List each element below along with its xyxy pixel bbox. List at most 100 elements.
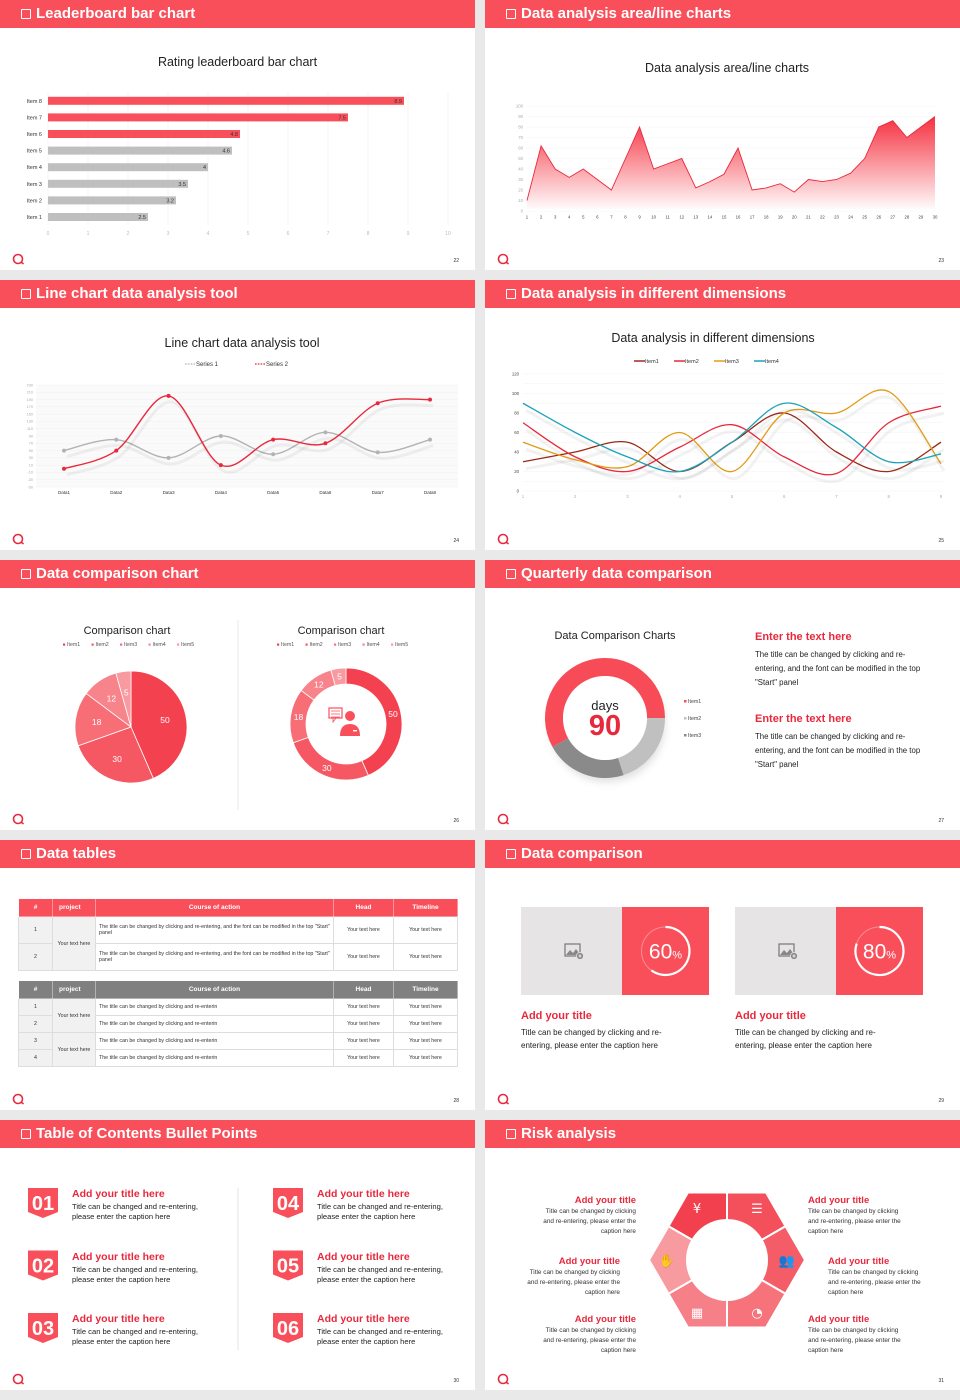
toc-title[interactable]: Add your title here: [317, 1313, 410, 1325]
y-tick-label: 210: [27, 391, 33, 395]
card-body: Title can be changed by clicking and re-…: [521, 1028, 662, 1050]
legend-item[interactable]: Item2: [91, 642, 109, 648]
slide-canvas: Data analysis area/line charts 0 10 20 30 40 5…: [497, 61, 938, 265]
checkbox-square-icon: [506, 9, 516, 19]
bar: [48, 113, 348, 122]
x-tick-label: 1: [526, 215, 529, 220]
page-number: 27: [938, 818, 944, 824]
image-placeholder[interactable]: [735, 907, 836, 995]
pie-slice[interactable]: [74, 692, 132, 747]
series-line: [522, 402, 942, 473]
column-header: Head: [333, 898, 394, 917]
slide-title: Data analysis area/line charts: [521, 5, 732, 22]
x-tick-label: 9: [407, 231, 410, 237]
data-table: # project Course of action Head Timeline 1 You…: [18, 898, 458, 971]
action-cell: The title can be changed by clicking and…: [95, 998, 334, 1016]
bar: [48, 130, 240, 138]
legend-label: Series 1: [196, 362, 219, 368]
checkbox-square-icon: [21, 289, 31, 299]
slide-30: 01 02 03 04 05 06 Table of Contents Bullet Poi…: [0, 1120, 475, 1390]
x-tick-label: 5: [731, 494, 734, 499]
legend-item[interactable]: Item5: [177, 642, 194, 648]
y-tick-label: 100: [512, 391, 520, 396]
x-tick-label: 2: [540, 215, 543, 220]
donut-slice[interactable]: [617, 718, 665, 776]
x-tick-label: 8: [367, 231, 370, 237]
y-tick-label: 70: [29, 442, 33, 446]
pie-slice[interactable]: [77, 726, 154, 784]
y-tick-label: 10: [29, 463, 33, 467]
image-placeholder[interactable]: [521, 907, 622, 995]
data-point: [218, 434, 223, 438]
data-label: 50: [388, 709, 398, 719]
legend-swatch: [362, 643, 365, 646]
pie-slice[interactable]: [130, 670, 188, 779]
slide-23: Data analysis area/line charts 0 10 20 30 40 5…: [485, 0, 960, 270]
toc-title[interactable]: Add your title here: [317, 1250, 410, 1263]
legend-item[interactable]: Item1: [63, 642, 80, 648]
head-cell: Your text here: [333, 1049, 394, 1067]
toc-title[interactable]: Add your title here: [72, 1250, 165, 1263]
donut-slice[interactable]: [552, 738, 624, 778]
legend-item[interactable]: Item4: [362, 642, 380, 648]
legend-item[interactable]: Item2: [305, 642, 323, 648]
column-header: Timeline: [393, 980, 458, 999]
legend-item[interactable]: Series 1: [185, 362, 219, 368]
category-label: Item 3: [27, 182, 42, 188]
legend-item[interactable]: Item1: [277, 642, 294, 648]
legend-item[interactable]: Item3: [120, 642, 137, 648]
slide-canvas: ¥ ☰ 👥 ◔ ▦ ✋: [497, 1191, 806, 1385]
logo-icon: [497, 533, 509, 545]
legend-swatch: [120, 643, 123, 646]
legend-item[interactable]: Item3: [684, 733, 701, 739]
badge-number: 03: [32, 1318, 54, 1340]
legend-item[interactable]: Item1: [684, 699, 701, 705]
x-tick-label: 19: [778, 215, 783, 220]
slide-canvas: Line chart data analysis tool 230 210 190 17…: [12, 336, 458, 545]
legend-swatch: [684, 717, 687, 720]
slide-header: Data comparison chart: [0, 560, 475, 588]
y-tick-label: 90: [518, 114, 523, 119]
legend-item[interactable]: Item2: [684, 716, 701, 722]
timeline-cell: Your text here: [393, 998, 458, 1016]
pie-slice[interactable]: [345, 667, 403, 776]
data-point: [114, 448, 119, 453]
pie-slice[interactable]: [330, 667, 347, 686]
table-row: 1 Your text here The title can be changed …: [18, 916, 458, 971]
legend-item[interactable]: Item2: [674, 359, 699, 365]
slide-title: Data tables: [36, 845, 117, 862]
legend-item[interactable]: Item4: [148, 642, 166, 648]
data-point: [166, 393, 171, 398]
x-tick-label: Data1: [58, 490, 71, 495]
card-body: Title can be changed by clicking and re-…: [735, 1028, 876, 1050]
data-point: [375, 450, 380, 455]
data-label: 3.2: [166, 198, 174, 204]
data-point: [428, 437, 432, 442]
checkbox-square-icon: [506, 849, 516, 859]
donut-slice[interactable]: [545, 658, 665, 747]
legend-label: Item1: [281, 642, 294, 648]
pie-slice[interactable]: [292, 736, 369, 781]
legend-item[interactable]: Item1: [634, 359, 659, 365]
checkbox-square-icon: [506, 1129, 516, 1139]
add-image-icon: [564, 943, 584, 960]
pie-slice[interactable]: [115, 670, 132, 728]
x-tick-label: 1: [522, 494, 525, 499]
legend-item[interactable]: Item4: [754, 359, 779, 365]
x-tick-label: 12: [679, 215, 684, 220]
legend-item[interactable]: Series 2: [255, 362, 289, 368]
data-label: 18: [294, 712, 304, 722]
page-number: 31: [938, 1378, 944, 1384]
toc-title[interactable]: Add your title here: [317, 1188, 410, 1200]
x-tick-label: 29: [919, 215, 924, 220]
legend-item[interactable]: Item5: [391, 642, 408, 648]
data-label: 2.5: [138, 215, 146, 221]
legend-label: Item2: [688, 716, 701, 722]
toc-title[interactable]: Add your title here: [72, 1313, 165, 1325]
slide-title: Leaderboard bar chart: [36, 5, 196, 22]
toc-title[interactable]: Add your title here: [72, 1188, 165, 1200]
legend-item[interactable]: Item3: [334, 642, 351, 648]
building-icon: ▦: [691, 1306, 703, 1321]
legend-item[interactable]: Item3: [714, 359, 739, 365]
series-shadow: [66, 400, 434, 477]
